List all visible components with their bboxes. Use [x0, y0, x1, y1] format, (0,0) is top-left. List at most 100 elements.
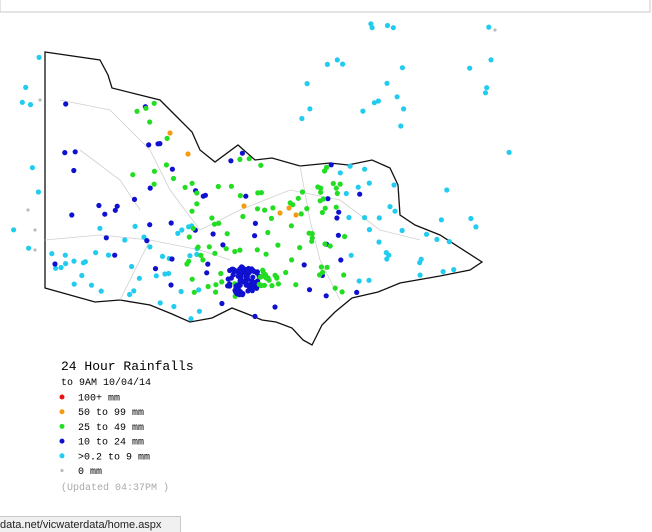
station-dot [194, 190, 200, 196]
station-dot [196, 308, 202, 314]
station-dot [112, 252, 118, 258]
station-dot [387, 204, 393, 210]
station-dot [71, 167, 77, 174]
station-dot [96, 202, 102, 209]
legend-swatch [60, 468, 64, 473]
station-dot [200, 193, 206, 199]
station-dot [376, 215, 382, 221]
station-dot [188, 316, 194, 322]
legend-swatch [59, 453, 65, 459]
station-dot [228, 183, 234, 189]
station-dot [440, 269, 446, 275]
station-dot [288, 223, 294, 229]
station-dot [391, 182, 397, 188]
station-dot [102, 211, 108, 217]
station-dot [384, 80, 390, 86]
station-dot [336, 209, 342, 215]
station-dot [146, 142, 152, 148]
legend-swatch [59, 394, 65, 400]
station-dot [327, 243, 333, 249]
station-dot [254, 247, 260, 253]
station-dot [298, 211, 304, 217]
station-dot [23, 84, 29, 90]
station-dot [274, 274, 280, 280]
station-dot [143, 105, 149, 111]
station-dot [151, 181, 157, 187]
legend-swatch [59, 409, 65, 415]
station-dot [218, 270, 224, 277]
station-dot [220, 242, 226, 248]
station-dot [355, 184, 361, 190]
station-dot [71, 281, 77, 287]
station-dot [318, 189, 324, 195]
station-dot [227, 267, 233, 274]
station-dot [417, 272, 423, 278]
station-dot [376, 239, 382, 245]
station-dot [185, 151, 191, 157]
station-dot [399, 65, 405, 71]
station-dot [205, 261, 211, 267]
top-frame [0, 0, 651, 13]
status-url: data.net/vicwaterdata/home.aspx [0, 519, 162, 531]
station-dot [295, 195, 301, 201]
station-dot [63, 261, 69, 267]
station-dot [63, 101, 69, 107]
station-dot [356, 278, 362, 284]
legend-swatch [59, 438, 65, 444]
station-dot [189, 208, 195, 214]
station-dot [304, 206, 310, 212]
updated-note: (Updated 04:37PM ) [61, 482, 169, 494]
station-dot [398, 123, 404, 129]
station-dot [38, 98, 42, 102]
station-dot [286, 205, 292, 211]
station-dot [33, 248, 37, 252]
station-dot [347, 163, 353, 169]
station-dot [131, 288, 137, 294]
station-dot [506, 149, 512, 155]
station-dot [153, 273, 159, 279]
station-dot [334, 215, 340, 221]
station-dot [384, 22, 391, 29]
station-dot [362, 215, 368, 221]
station-dot [399, 227, 405, 234]
station-dot [319, 209, 325, 216]
station-dot [27, 102, 34, 108]
station-dot [488, 57, 494, 63]
station-dot [266, 277, 272, 283]
station-dot [241, 203, 247, 209]
legend-subtitle: to 9AM 10/04/14 [61, 377, 151, 389]
station-dot [317, 272, 323, 278]
station-dot [323, 293, 329, 299]
station-dot [189, 276, 195, 282]
station-dot [62, 252, 68, 258]
station-dot [306, 230, 312, 236]
station-dot [242, 266, 248, 272]
station-dot [306, 287, 313, 293]
station-dot [168, 282, 174, 288]
station-dot [287, 200, 293, 206]
station-dot [275, 281, 281, 287]
station-dot [375, 98, 381, 104]
station-dot [53, 265, 59, 271]
station-dot [98, 288, 104, 294]
station-dot [169, 166, 175, 172]
station-dot [210, 231, 216, 237]
station-dot [196, 287, 202, 293]
station-dot [260, 273, 266, 279]
station-dot [184, 261, 190, 267]
station-dot [301, 262, 307, 268]
station-dot [19, 99, 25, 105]
station-dot [235, 286, 241, 292]
station-dot [338, 257, 344, 263]
station-dot [394, 94, 400, 100]
station-dot [270, 205, 276, 211]
station-dot [33, 228, 37, 232]
station-dot [243, 193, 249, 199]
station-dot [163, 162, 169, 168]
station-dot [147, 222, 153, 228]
station-dot [417, 260, 423, 266]
station-dot [322, 205, 328, 211]
station-dot [93, 250, 99, 256]
state-outline [44, 51, 484, 346]
station-dot [340, 61, 346, 67]
